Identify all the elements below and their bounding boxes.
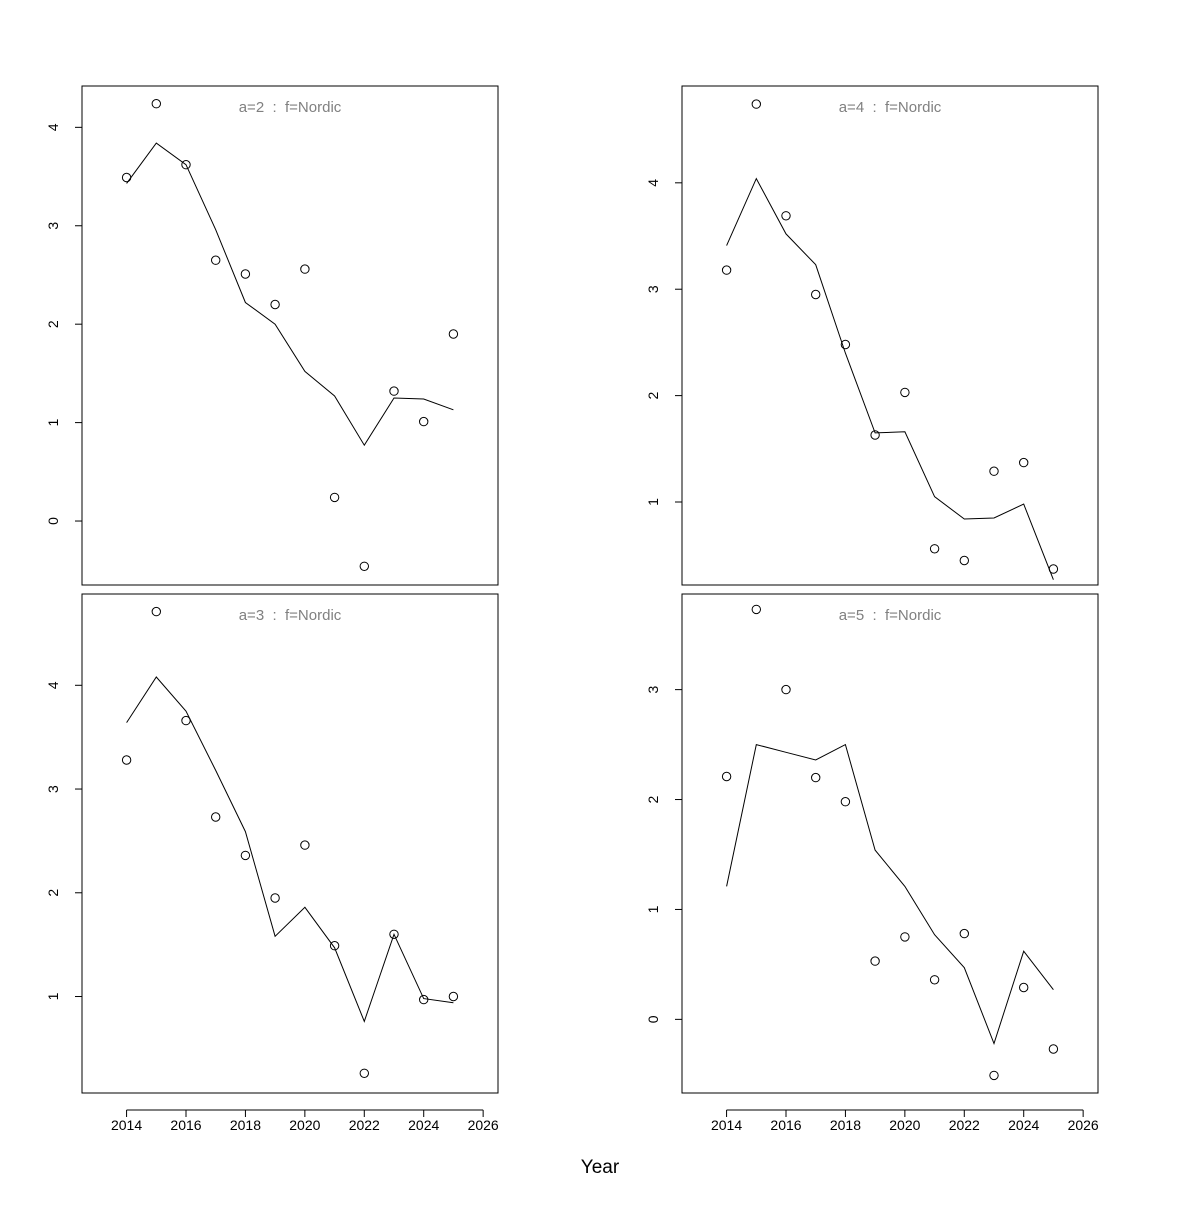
y-tick-label: 1 (645, 905, 661, 913)
y-tick-label: 2 (645, 392, 661, 400)
x-tick-label: 2018 (230, 1117, 261, 1133)
data-point (419, 416, 429, 427)
x-tick-label: 2022 (949, 1117, 980, 1133)
x-tick-label: 2020 (889, 1117, 920, 1133)
x-tick-label: 2020 (289, 1117, 320, 1133)
plot-frame (81, 85, 499, 586)
data-point (270, 299, 280, 310)
data-point (359, 1068, 369, 1079)
plot-frame (681, 593, 1099, 1094)
y-tick-label: 0 (45, 517, 61, 525)
panel-2: 1 2 3 4 a=4 : f=Nordic (645, 85, 1099, 586)
x-tick-label: 2014 (711, 1117, 742, 1133)
data-point (1048, 1044, 1059, 1054)
data-point (121, 755, 132, 765)
y-tick-label: 4 (45, 681, 61, 689)
y-tick-label: 3 (645, 285, 661, 293)
panel-1: 0 1 2 3 4 a=2 : f=Nordic (45, 85, 499, 586)
x-tick-label: 2022 (349, 1117, 380, 1133)
data-point (1019, 982, 1029, 993)
panel-label: a=2 : f=Nordic (239, 99, 342, 116)
data-point (840, 797, 851, 807)
panel-label: a=3 : f=Nordic (239, 607, 342, 624)
y-tick-label: 2 (45, 320, 61, 328)
x-axis-label: Year (581, 1157, 620, 1178)
data-point (300, 840, 310, 850)
fit-line (726, 177, 1054, 580)
data-point (1019, 457, 1029, 468)
data-point (751, 604, 761, 615)
data-point (419, 994, 429, 1005)
x-tick-label: 2026 (468, 1117, 499, 1133)
x-tick-label: 2018 (830, 1117, 861, 1133)
data-point (811, 772, 821, 783)
panel-label: a=5 : f=Nordic (839, 607, 942, 624)
data-point (781, 684, 791, 695)
data-point (840, 339, 851, 350)
data-point (151, 606, 162, 617)
data-point (240, 269, 251, 279)
data-point (181, 160, 191, 170)
y-tick-label: 1 (645, 498, 661, 506)
data-point (721, 771, 732, 782)
x-tick-label: 2014 (111, 1117, 142, 1133)
fit-line (126, 142, 454, 447)
data-point (448, 991, 459, 1002)
data-point (211, 255, 221, 265)
x-tick-label: 2016 (770, 1117, 801, 1133)
fit-line (726, 743, 1054, 1045)
data-point (870, 956, 880, 966)
data-point (811, 289, 821, 300)
data-point (240, 850, 251, 861)
data-point (121, 172, 132, 183)
data-point (929, 975, 940, 985)
panel-label: a=4 : f=Nordic (839, 99, 942, 116)
data-point (781, 211, 791, 221)
y-tick-label: 4 (645, 179, 661, 187)
data-point (989, 466, 999, 476)
plot-frame (81, 593, 499, 1094)
y-tick-label: 1 (45, 992, 61, 1000)
y-tick-label: 4 (45, 123, 61, 131)
x-tick-label: 2024 (408, 1117, 439, 1133)
data-point (959, 555, 969, 566)
data-point (959, 928, 969, 939)
data-point (900, 387, 910, 398)
y-tick-label: 2 (45, 889, 61, 897)
y-tick-label: 3 (45, 785, 61, 793)
y-tick-label: 3 (645, 686, 661, 694)
data-point (448, 329, 459, 339)
x-tick-label: 2024 (1008, 1117, 1039, 1133)
x-tick-label: 2016 (170, 1117, 201, 1133)
data-point (359, 561, 369, 571)
data-point (211, 812, 221, 822)
data-point (900, 932, 910, 942)
y-tick-label: 0 (645, 1015, 661, 1023)
data-point (721, 265, 732, 275)
data-point (389, 386, 399, 396)
y-tick-label: 3 (45, 222, 61, 230)
data-point (151, 99, 162, 109)
data-point (929, 544, 940, 554)
fit-line (126, 676, 454, 1023)
y-tick-label: 1 (45, 419, 61, 427)
data-point (989, 1070, 999, 1081)
y-tick-label: 2 (645, 795, 661, 803)
data-point (870, 430, 880, 440)
data-point (329, 941, 340, 951)
plot-frame (681, 85, 1099, 586)
panel-3: 1 2 3 4 2014 2016 2018 2020 2022 2024 2026 a=3 : f=… (45, 593, 499, 1133)
data-point (389, 929, 399, 939)
data-point (300, 264, 310, 274)
x-tick-label: 2026 (1068, 1117, 1099, 1133)
data-point (270, 893, 280, 903)
panel-4: 0 1 2 3 2014 2016 2018 2020 2022 2024 2026 a=5 : f=… (645, 593, 1099, 1133)
data-point (751, 99, 761, 109)
data-point (329, 492, 340, 503)
